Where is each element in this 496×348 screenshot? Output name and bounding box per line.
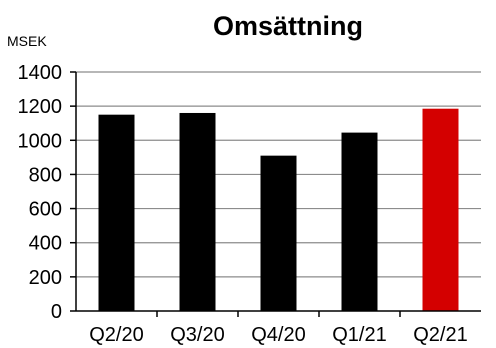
chart-title: Omsättning [213, 11, 363, 41]
y-tick-label: 400 [29, 233, 62, 255]
x-tick-label: Q3/20 [170, 324, 224, 346]
y-tick-label: 1200 [18, 96, 63, 118]
bar-Q4-20 [260, 155, 297, 311]
x-tick-labels: Q2/20 Q3/20 Q4/20 Q1/21 Q2/21 [89, 324, 467, 346]
bar-Q3-20 [179, 112, 216, 311]
y-tick-label: 1400 [18, 62, 63, 84]
bar-Q1-21 [341, 132, 378, 311]
y-tick-label: 800 [29, 164, 62, 186]
x-tick-label: Q4/20 [251, 324, 305, 346]
bar-Q2-20 [98, 114, 135, 311]
x-tick-label: Q1/21 [332, 324, 386, 346]
y-tick-label: 200 [29, 267, 62, 289]
y-axis-unit-label: MSEK [7, 33, 47, 49]
bar-Q2-21 [422, 108, 459, 311]
x-tick-label: Q2/21 [413, 324, 467, 346]
x-tick-label: Q2/20 [89, 324, 143, 346]
bars [98, 108, 459, 311]
y-tick-labels: 0 200 400 600 800 1000 1200 1400 [18, 62, 63, 323]
axes [70, 71, 481, 317]
y-tick-label: 600 [29, 199, 62, 221]
y-tick-label: 0 [51, 301, 62, 323]
y-tick-label: 1000 [18, 130, 63, 152]
